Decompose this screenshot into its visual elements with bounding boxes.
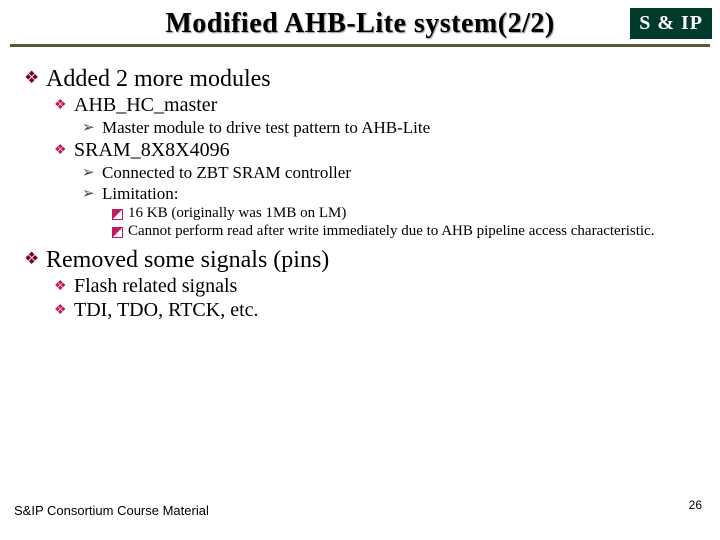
bullet-l3: Connected to ZBT SRAM controller [24, 163, 696, 183]
content-area: Added 2 more modules AHB_HC_master Maste… [0, 58, 720, 322]
bullet-l2: TDI, TDO, RTCK, etc. [24, 299, 696, 322]
header: Modified AHB-Lite system(2/2) S & IP [0, 0, 720, 58]
bullet-l2: AHB_HC_master [24, 94, 696, 117]
logo-badge: S & IP [630, 8, 712, 39]
bullet-l2: SRAM_8X8X4096 [24, 139, 696, 162]
bullet-l4: 16 KB (originally was 1MB on LM) [24, 205, 696, 222]
bullet-l1: Removed some signals (pins) [24, 247, 696, 274]
page-title: Modified AHB-Lite system(2/2) [0, 8, 720, 40]
bullet-l2: Flash related signals [24, 275, 696, 298]
bullet-l3: Limitation: [24, 184, 696, 204]
bullet-l4: Cannot perform read after write immediat… [24, 223, 696, 240]
page-number: 26 [689, 498, 702, 512]
bullet-l3: Master module to drive test pattern to A… [24, 118, 696, 138]
bullet-l1: Added 2 more modules [24, 66, 696, 93]
footer-text: S&IP Consortium Course Material [14, 503, 209, 518]
header-rule [10, 44, 710, 47]
